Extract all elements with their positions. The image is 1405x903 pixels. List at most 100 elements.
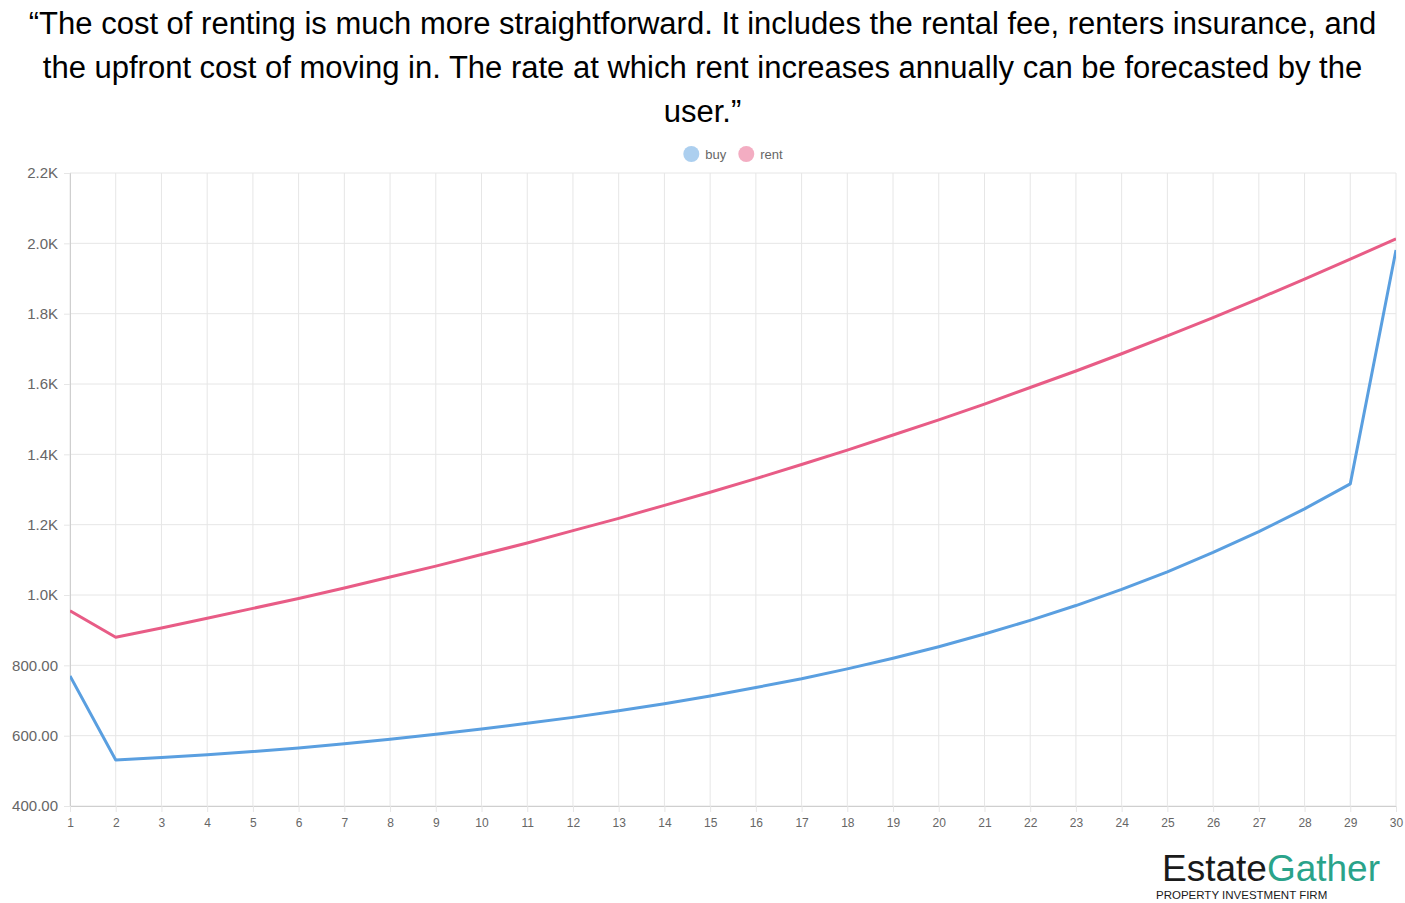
x-tick-label: 23 [1070, 816, 1084, 830]
x-axis: 1234567891011121314151617181920212223242… [67, 806, 1403, 830]
y-tick: 1.0K [27, 586, 70, 603]
y-tick-mark [64, 525, 70, 526]
grid-line-x [481, 173, 482, 806]
x-tick-label: 1 [67, 816, 74, 830]
x-tick-mark [390, 806, 391, 812]
y-tick-label: 1.0K [27, 586, 58, 603]
series-line [70, 250, 1396, 760]
grid-line-x [1213, 173, 1214, 806]
y-tick-mark [64, 314, 70, 315]
x-tick: 30 [1390, 806, 1404, 830]
x-tick-mark [299, 806, 300, 812]
x-tick-mark [1213, 806, 1214, 812]
x-tick: 20 [933, 806, 947, 830]
logo-part: Estate [1162, 848, 1267, 889]
x-tick-label: 2 [113, 816, 120, 830]
x-tick-mark [1122, 806, 1123, 812]
x-tick-mark [802, 806, 803, 812]
y-tick: 1.2K [27, 516, 70, 533]
y-axis: 400.00 600.00 800.00 1.0K 1.2K 1.4K 1.6K 1.8K 2.… [12, 164, 70, 814]
x-tick-label: 20 [933, 816, 947, 830]
y-tick-label: 1.4K [27, 446, 58, 463]
x-tick-mark [664, 806, 665, 812]
y-tick-label: 2.2K [27, 164, 58, 181]
x-tick-mark [939, 806, 940, 812]
legend-item: buy [683, 146, 726, 162]
x-tick-label: 3 [159, 816, 166, 830]
x-tick-mark [1396, 806, 1397, 812]
x-tick: 21 [978, 806, 992, 830]
grid-line-x [115, 173, 116, 806]
x-tick: 2 [113, 806, 120, 830]
y-tick: 600.00 [12, 727, 70, 744]
x-tick: 19 [887, 806, 901, 830]
logo-tagline: PROPERTY INVESTMENT FIRM [1156, 889, 1327, 901]
grid-line-x [801, 173, 802, 806]
legend: buy rent [683, 146, 783, 162]
x-tick: 12 [567, 806, 581, 830]
x-tick-mark [1030, 806, 1031, 812]
x-tick-label: 19 [887, 816, 901, 830]
legend-label: rent [760, 147, 783, 162]
y-tick-mark [64, 806, 70, 807]
x-tick: 1 [67, 806, 74, 830]
y-tick: 1.6K [27, 375, 70, 392]
y-tick-mark [64, 665, 70, 666]
grid-line-x [755, 173, 756, 806]
x-tick-label: 5 [250, 816, 257, 830]
x-tick: 14 [658, 806, 672, 830]
y-tick-mark [64, 243, 70, 244]
x-tick-mark [847, 806, 848, 812]
grid-line-x [1350, 173, 1351, 806]
x-tick-mark [253, 806, 254, 812]
legend-item: rent [738, 146, 783, 162]
x-tick: 3 [159, 806, 166, 830]
x-tick-label: 29 [1344, 816, 1358, 830]
x-tick-mark [116, 806, 117, 812]
x-tick-label: 4 [204, 816, 211, 830]
x-tick: 15 [704, 806, 718, 830]
x-tick-mark [1167, 806, 1168, 812]
x-tick: 22 [1024, 806, 1038, 830]
x-tick: 13 [613, 806, 627, 830]
y-tick-mark [64, 384, 70, 385]
x-tick-mark [1076, 806, 1077, 812]
x-tick: 10 [475, 806, 489, 830]
x-tick-label: 11 [522, 816, 535, 830]
grid-line-y [70, 313, 1396, 314]
y-tick: 400.00 [12, 797, 70, 814]
y-tick: 1.4K [27, 446, 70, 463]
x-tick: 28 [1298, 806, 1312, 830]
y-tick-label: 1.6K [27, 375, 58, 392]
x-tick: 9 [433, 806, 440, 830]
x-tick: 17 [795, 806, 809, 830]
x-axis-line [71, 807, 1397, 813]
y-tick: 1.8K [27, 305, 70, 322]
grid-line-x [572, 173, 573, 806]
grid-line-x [252, 173, 253, 806]
x-tick-label: 28 [1298, 816, 1312, 830]
x-tick-label: 22 [1024, 816, 1038, 830]
grid [70, 173, 1396, 806]
grid-line-x [527, 173, 528, 806]
x-tick-label: 6 [296, 816, 303, 830]
x-tick-label: 12 [567, 816, 581, 830]
grid-line-x [161, 173, 162, 806]
x-tick-label: 14 [658, 816, 672, 830]
y-tick: 800.00 [12, 657, 70, 674]
y-tick-mark [64, 736, 70, 737]
grid-line-x [1075, 173, 1076, 806]
y-tick-mark [64, 454, 70, 455]
grid-line-x [1121, 173, 1122, 806]
x-tick-mark [70, 806, 71, 812]
logo-text: EstateGather [1162, 848, 1380, 889]
x-tick: 5 [250, 806, 257, 830]
grid-line-x [1396, 173, 1397, 806]
x-tick-mark [1350, 806, 1351, 812]
x-tick-mark [161, 806, 162, 812]
x-tick-label: 8 [387, 816, 394, 830]
x-tick-label: 10 [475, 816, 489, 830]
x-tick: 25 [1161, 806, 1175, 830]
x-tick-label: 17 [795, 816, 809, 830]
series-line [70, 239, 1396, 637]
